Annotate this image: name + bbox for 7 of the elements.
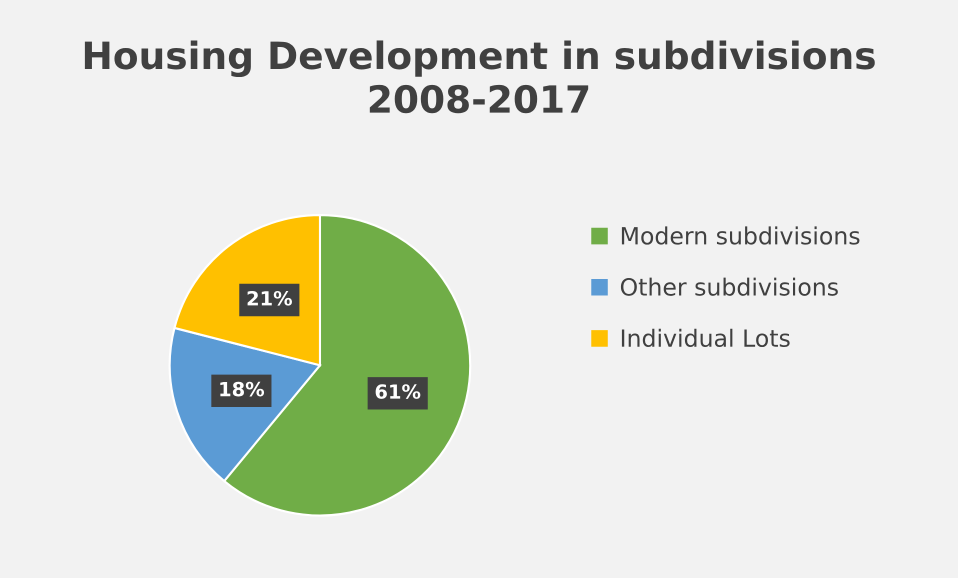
legend-label: Modern subdivisions [622,226,860,245]
legend-label: Individual Lots [622,328,790,348]
chart-title: Housing Development in subdivisions 2008-2017 [84,40,875,114]
legend-label: Other subdivisions [620,278,838,296]
data-label: 21% [248,290,292,306]
data-label: 61% [376,384,420,399]
data-label: 18% [220,382,264,396]
